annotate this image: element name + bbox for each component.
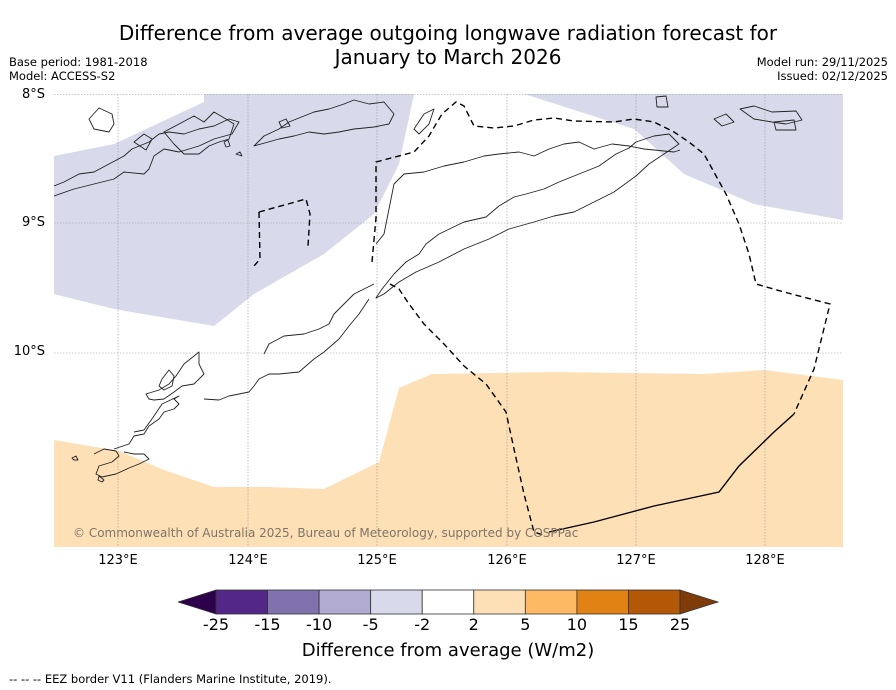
colorbar-label: Difference from average (W/m2) xyxy=(301,640,595,661)
model-run: Model run: 29/11/2025 xyxy=(756,55,888,69)
colorbar-extend-high xyxy=(679,589,720,615)
lon-label-124e: 124°E xyxy=(228,553,268,568)
colorbar-box xyxy=(370,589,423,615)
copyright-notice: © Commonwealth of Australia 2025, Bureau… xyxy=(73,526,579,540)
coastlines xyxy=(54,95,803,483)
colorbar-box xyxy=(318,589,372,615)
lon-label-127e: 127°E xyxy=(616,553,656,568)
colorbar-tick-label: 10 xyxy=(566,615,588,634)
map-area xyxy=(54,94,843,547)
colorbar-box xyxy=(576,589,629,615)
colorbar-tick-label: -2 xyxy=(414,615,431,634)
lon-label-125e: 125°E xyxy=(357,553,397,568)
lat-label-9s: 9°S xyxy=(21,215,45,230)
lat-label-8s: 8°S xyxy=(21,87,45,102)
title-line-1: Difference from average outgoing longwav… xyxy=(118,21,778,45)
colorbar-tick-label: -5 xyxy=(362,615,379,634)
colorbar-extend-low xyxy=(178,589,217,615)
eez-border xyxy=(253,101,831,537)
colorbar-box xyxy=(421,589,475,615)
negative-anomaly-region-west xyxy=(54,94,414,326)
lon-label-123e: 123°E xyxy=(98,553,138,568)
title-line-2: January to March 2026 xyxy=(334,45,562,69)
gridlines xyxy=(54,94,843,547)
map-title: Difference from average outgoing longwav… xyxy=(0,21,896,69)
lon-label-126e: 126°E xyxy=(487,553,527,568)
meta-right: Model run: 29/11/2025 Issued: 02/12/2025 xyxy=(757,55,888,83)
eez-legend-footer: -- -- -- EEZ border V11 (Flanders Marine… xyxy=(9,672,332,686)
lat-label-10s: 10°S xyxy=(13,344,45,359)
colorbar-tick-label: -25 xyxy=(202,615,230,634)
colorbar-tick-label: 15 xyxy=(618,615,639,634)
colorbar-tick-label: 5 xyxy=(520,615,531,634)
colorbar xyxy=(178,589,720,615)
colorbar-box xyxy=(215,589,268,615)
model-name: Model: ACCESS-S2 xyxy=(9,69,116,83)
negative-anomaly-region-east xyxy=(524,94,843,220)
lon-label-128e: 128°E xyxy=(745,553,785,568)
colorbar-box xyxy=(628,589,681,615)
colorbar-box xyxy=(524,589,578,615)
colorbar-tick-label: 25 xyxy=(669,615,691,634)
colorbar-tick-label: -10 xyxy=(306,615,333,634)
issued-date: Issued: 02/12/2025 xyxy=(777,69,888,83)
meta-left: Base period: 1981-2018 Model: ACCESS-S2 xyxy=(9,55,148,83)
positive-anomaly-region xyxy=(54,370,843,547)
colorbar-tick-label: 2 xyxy=(468,615,479,634)
colorbar-box xyxy=(473,589,526,615)
colorbar-tick-label: -15 xyxy=(254,615,281,634)
eez-border-solid-segment xyxy=(548,413,795,533)
colorbar-box xyxy=(267,589,320,615)
base-period: Base period: 1981-2018 xyxy=(9,55,148,69)
